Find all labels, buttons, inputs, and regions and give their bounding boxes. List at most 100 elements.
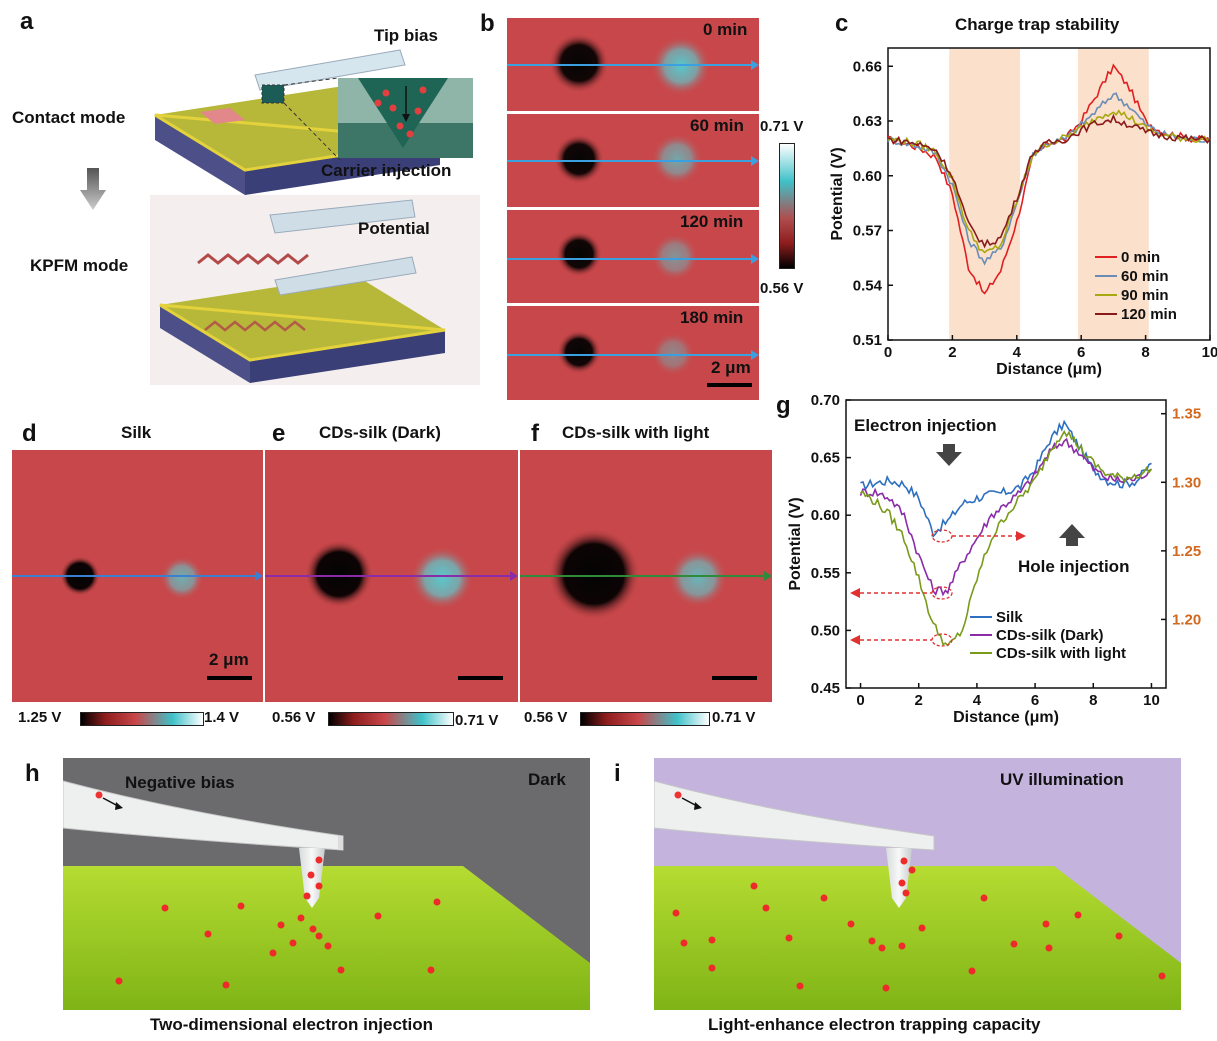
x-tick-label: 6 xyxy=(1031,692,1039,709)
y-tick-label: 0.45 xyxy=(811,680,840,697)
legend-label: 90 min xyxy=(1121,287,1169,304)
colorbar-e-max: 0.71 V xyxy=(455,712,499,729)
colorbar-b-min: 0.56 V xyxy=(760,280,804,297)
mode-transition-arrow-icon xyxy=(80,168,106,210)
inset-carrier-injection xyxy=(338,78,473,158)
caption-h: Two-dimensional electron injection xyxy=(150,1015,434,1034)
scalebar-label-b: 2 μm xyxy=(711,358,751,377)
carrier-injection-label: Carrier injection xyxy=(321,161,452,180)
contact-mode-label: Contact mode xyxy=(12,108,126,127)
scalebar-label-d: 2 μm xyxy=(209,650,249,669)
series-line-0-min xyxy=(887,63,1211,295)
colorbar-e xyxy=(328,712,454,726)
series-line-120-min xyxy=(887,113,1211,249)
x-tick-label: 10 xyxy=(1143,692,1160,709)
colorbar-d-max: 1.4 V xyxy=(204,709,240,726)
kpfm-image-cds-silk-light xyxy=(520,450,772,702)
y-tick-label: 0.57 xyxy=(853,223,882,240)
x-axis-label: Distance (μm) xyxy=(996,361,1102,378)
highlight-band-1 xyxy=(1077,48,1149,340)
highlight-band-0 xyxy=(949,48,1021,340)
panel-d-title: Silk xyxy=(121,423,152,442)
caption-i: Light-enhance electron trapping capacity xyxy=(708,1015,1041,1034)
legend-label: Silk xyxy=(996,609,1023,626)
legend-label: 60 min xyxy=(1121,268,1169,285)
electron-injection-label: Electron injection xyxy=(854,416,997,435)
y-tick-label: 0.55 xyxy=(811,565,840,582)
y-tick-label: 0.51 xyxy=(853,332,882,349)
schematic-dark-injection xyxy=(63,758,590,1010)
plot-frame xyxy=(887,47,1211,341)
x-tick-label: 4 xyxy=(973,692,982,709)
panel-label-c: c xyxy=(835,10,849,37)
y2-tick-label: 1.20 xyxy=(1172,611,1201,628)
legend-label: 0 min xyxy=(1121,249,1160,266)
panel-label-a: a xyxy=(20,8,34,35)
y-tick-label: 0.60 xyxy=(811,507,840,524)
y-tick-label: 0.54 xyxy=(853,277,883,294)
electron-injection-arrow-icon xyxy=(936,444,962,466)
x-tick-label: 8 xyxy=(1141,344,1149,361)
y-tick-label: 0.70 xyxy=(811,392,840,409)
series-line-cds-silk-with-light xyxy=(860,429,1153,647)
x-tick-label: 4 xyxy=(1013,344,1022,361)
y-tick-label: 0.60 xyxy=(853,168,882,185)
x-tick-label: 0 xyxy=(856,692,864,709)
panel-label-b: b xyxy=(480,10,495,37)
kpfm-image-cds-silk-dark xyxy=(265,450,518,702)
series-line-60-min xyxy=(887,92,1211,266)
y-tick-label: 0.66 xyxy=(853,58,882,75)
chart-g: 0 2 4 6 8 10 0.45 0.50 0.55 0.60 0.65 0.70 1.20 1.25 1… xyxy=(787,392,1201,726)
panel-label-i: i xyxy=(614,760,621,787)
x-tick-label: 2 xyxy=(948,344,956,361)
kpfm-image-silk xyxy=(12,450,263,702)
panel-label-g: g xyxy=(776,392,791,419)
x-tick-label: 10 xyxy=(1202,344,1217,361)
series-line-cds-silk-dark- xyxy=(859,437,1152,597)
panel-label-e: e xyxy=(272,420,286,447)
guide-arrowhead xyxy=(1016,531,1026,541)
legend-label: 120 min xyxy=(1121,306,1177,323)
chart-c: 0 2 4 6 8 10 0.51 0.54 0.57 0.60 0.63 0.66 Distance … xyxy=(829,47,1217,378)
y-tick-label: 0.63 xyxy=(853,113,882,130)
tip-bias-label: Tip bias xyxy=(374,26,438,45)
time-label-120: 120 min xyxy=(680,212,744,231)
y-tick-label: 0.50 xyxy=(811,622,840,639)
colorbar-f xyxy=(580,712,710,726)
y2-tick-label: 1.30 xyxy=(1172,474,1201,491)
x-tick-label: 6 xyxy=(1077,344,1085,361)
x-axis-label: Distance (μm) xyxy=(953,709,1059,726)
schematic-kpfm-mode xyxy=(150,195,480,385)
kpfm-mode-label: KPFM mode xyxy=(30,256,129,275)
legend-label: CDs-silk with light xyxy=(996,645,1126,662)
x-tick-label: 8 xyxy=(1089,692,1097,709)
panel-label-f: f xyxy=(531,420,539,447)
time-label-60: 60 min xyxy=(690,116,744,135)
colorbar-f-min: 0.56 V xyxy=(524,709,568,726)
colorbar-d xyxy=(80,712,204,726)
colorbar-e-min: 0.56 V xyxy=(272,709,316,726)
y2-tick-label: 1.25 xyxy=(1172,543,1201,560)
schematic-uv-injection xyxy=(654,758,1181,1010)
kpfm-image-stack xyxy=(507,18,759,400)
colorbar-f-max: 0.71 V xyxy=(712,709,756,726)
uv-illumination-label: UV illumination xyxy=(1000,770,1124,789)
time-label-180: 180 min xyxy=(680,308,744,327)
y-axis-label: Potential (V) xyxy=(829,147,846,240)
marker-circle xyxy=(931,529,953,543)
y-tick-label: 0.65 xyxy=(811,450,840,467)
hole-injection-arrow-icon xyxy=(1059,524,1085,546)
kpfm-frame-120min xyxy=(507,210,759,303)
chart-c-title: Charge trap stability xyxy=(955,15,1120,34)
x-tick-label: 0 xyxy=(884,344,892,361)
kpfm-frame-0min xyxy=(507,18,759,111)
kpfm-frame-180min xyxy=(507,306,759,400)
dark-label: Dark xyxy=(528,770,566,789)
plot-frame xyxy=(845,399,1167,689)
hole-injection-label: Hole injection xyxy=(1018,557,1130,576)
panel-f-title: CDs-silk with light xyxy=(562,423,710,442)
kpfm-images-def xyxy=(12,450,772,702)
panel-label-h: h xyxy=(25,760,40,787)
guide-arrowhead xyxy=(850,635,860,645)
colorbar-b xyxy=(779,143,795,269)
